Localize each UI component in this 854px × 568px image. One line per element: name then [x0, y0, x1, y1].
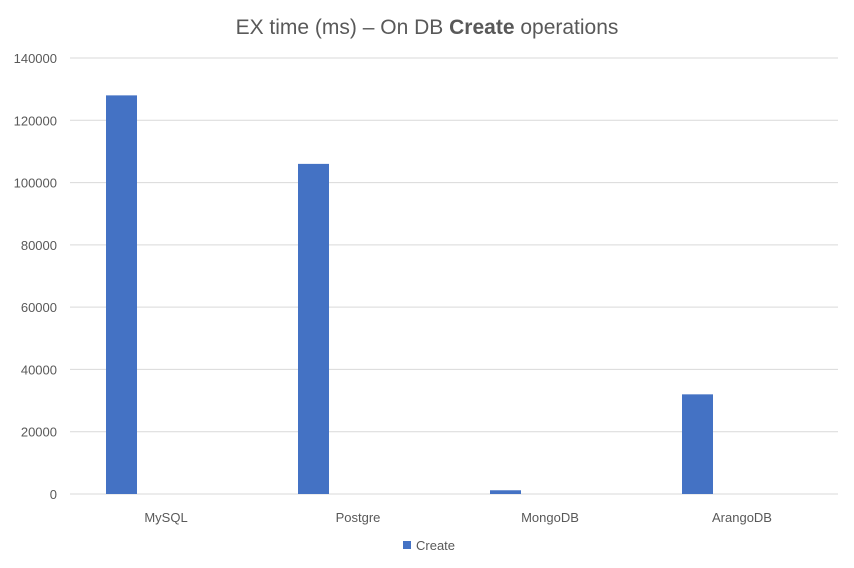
y-tick-label: 100000 [14, 176, 57, 191]
bar-mysql [106, 95, 137, 494]
x-tick-label: MySQL [144, 510, 187, 525]
chart-title-part-2: Create [449, 16, 514, 39]
bar-mongodb [490, 490, 521, 494]
legend-swatch [403, 541, 411, 549]
y-tick-label: 60000 [21, 300, 57, 315]
y-tick-label: 140000 [14, 51, 57, 66]
y-tick-label: 120000 [14, 113, 57, 128]
y-tick-label: 0 [50, 487, 57, 502]
chart-title-part-1: EX time (ms) – On DB [236, 16, 450, 39]
chart-title-part-3: operations [515, 16, 619, 39]
y-tick-label: 40000 [21, 362, 57, 377]
legend-label: Create [416, 538, 455, 553]
x-tick-label: ArangoDB [712, 510, 772, 525]
y-tick-label: 80000 [21, 238, 57, 253]
x-tick-label: Postgre [336, 510, 381, 525]
x-tick-label: MongoDB [521, 510, 579, 525]
chart-title: EX time (ms) – On DB Create operations [236, 16, 619, 39]
y-tick-label: 20000 [21, 425, 57, 440]
gridlines [70, 57, 838, 495]
y-axis-tick-labels: 0 20000 40000 60000 80000 100000 120000 140000 [14, 51, 57, 502]
x-axis-tick-labels: MySQL Postgre MongoDB ArangoDB [144, 510, 772, 525]
legend: Create [403, 538, 455, 553]
bar-postgre [298, 163, 329, 494]
bars [106, 95, 713, 494]
bar-arangodb [682, 394, 713, 494]
